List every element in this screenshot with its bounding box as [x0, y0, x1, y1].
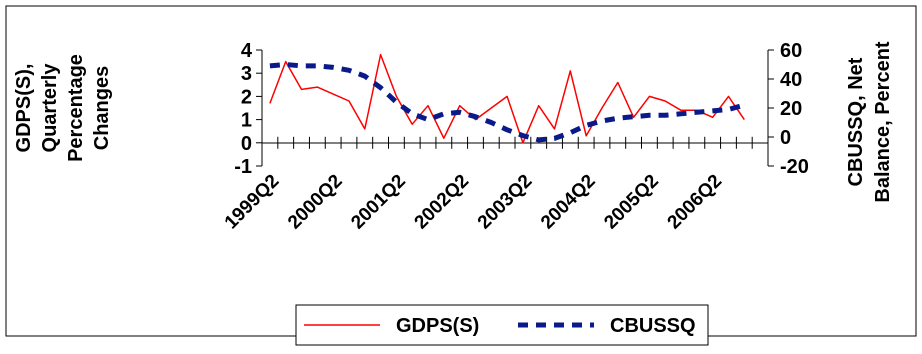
y-axis-right-label: CBUSSQ, Net Balance, Percent: [845, 41, 894, 203]
y-ticks-right: 60 40 20 0 -20: [768, 40, 809, 178]
y-left-tick-label: 1: [241, 110, 252, 132]
x-ticks: [261, 136, 769, 149]
y-right-tick-label: -20: [780, 156, 809, 178]
y-left-label-line: Percentage: [65, 54, 87, 162]
y-left-tick-label: 3: [241, 63, 252, 85]
y-right-label-line: Balance, Percent: [872, 41, 894, 203]
chart-border: [5, 5, 917, 337]
series-line-cbussq: [269, 62, 745, 143]
y-left-tick-label: 0: [241, 133, 252, 155]
y-left-tick-label: 4: [241, 40, 253, 62]
legend-label-cbussq: CBUSSQ: [610, 315, 696, 337]
series-line-gdps-s: [269, 53, 745, 144]
y-left-label-line: GDPS(S),: [13, 64, 35, 153]
y-left-tick-label: 2: [241, 86, 252, 108]
y-right-tick-label: 40: [780, 69, 802, 91]
legend-label-gdps: GDPS(S): [396, 315, 479, 337]
y-left-tick-label: -1: [234, 156, 252, 178]
y-right-tick-label: 0: [780, 127, 791, 149]
y-axis-left-label: GDPS(S), Quarterly Percentage Changes: [13, 54, 113, 162]
y-left-label-line: Changes: [91, 66, 113, 150]
y-right-tick-label: 20: [780, 98, 802, 120]
series-layer: [269, 53, 745, 144]
legend: GDPS(S) CBUSSQ: [295, 304, 709, 346]
y-right-tick-label: 60: [780, 40, 802, 62]
y-left-label-line: Quarterly: [39, 63, 61, 153]
y-right-label-line: CBUSSQ, Net: [845, 57, 867, 186]
